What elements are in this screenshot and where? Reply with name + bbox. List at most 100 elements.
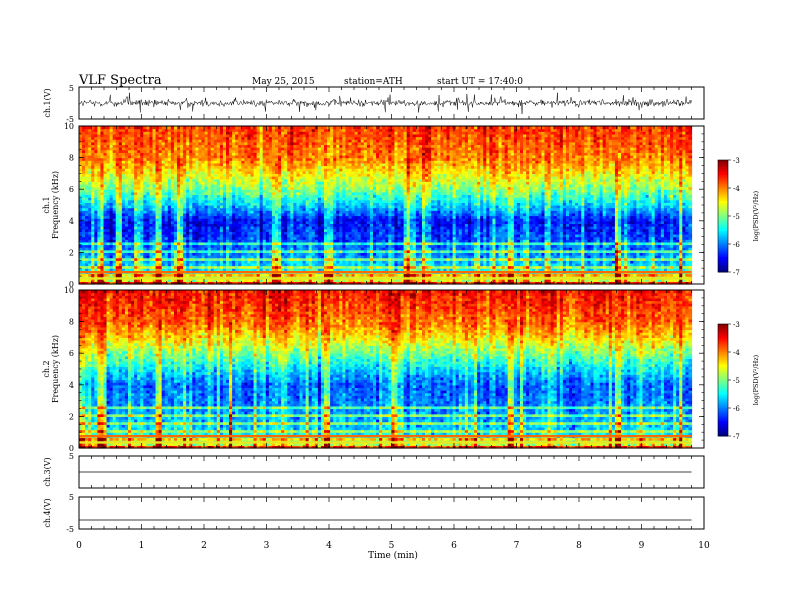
spectrogram-cell <box>140 181 144 185</box>
spectrogram-cell <box>124 194 129 198</box>
spectrogram-cell <box>232 176 236 180</box>
spectrogram-cell <box>88 157 92 161</box>
ch1-voltage-ylabel: ch.1(V) <box>43 88 52 117</box>
spectrogram-cell <box>259 157 264 161</box>
spectrogram-cell <box>241 126 245 130</box>
spectrogram-cell <box>253 191 258 196</box>
spectrogram-cell <box>256 252 261 256</box>
spectrogram-cell <box>250 139 255 143</box>
spectrogram-cell <box>195 233 200 238</box>
spectrogram-cell <box>82 133 86 138</box>
spectrogram-cell <box>259 189 264 193</box>
spectrogram-cell <box>124 223 129 227</box>
spectrogram-cell <box>241 228 245 232</box>
spectrogram-cell <box>195 189 200 193</box>
spectrogram-cell <box>226 260 230 264</box>
spectrogram-cell <box>97 226 102 230</box>
spectrogram-cell <box>207 181 212 185</box>
spectrogram-cell <box>195 244 200 248</box>
spectrogram-cell <box>201 231 206 235</box>
spectrogram-cell <box>155 168 160 172</box>
spectrogram-cell <box>131 223 135 227</box>
spectrogram-cell <box>232 257 236 261</box>
spectrogram-cell <box>186 152 190 156</box>
spectrogram-cell <box>195 249 200 253</box>
spectrogram-cell <box>232 220 236 225</box>
spectrogram-cell <box>97 191 102 196</box>
spectrogram-cell <box>170 181 175 185</box>
spectrogram-cell <box>256 194 261 198</box>
spectrogram-cell <box>103 131 108 135</box>
spectrogram-cell <box>94 186 98 190</box>
spectrogram-cell <box>250 189 255 193</box>
spectrogram-cell <box>121 144 126 148</box>
spectrogram-cell <box>222 249 227 253</box>
spectrogram-cell <box>238 149 242 153</box>
spectrogram-cell <box>155 257 160 261</box>
spectrogram-cell <box>222 183 227 188</box>
spectrogram-cell <box>149 241 154 246</box>
spectrogram-cell <box>241 218 245 222</box>
spectrogram-cell <box>238 194 242 198</box>
spectrogram-cell <box>115 252 120 256</box>
spectrogram-cell <box>91 136 95 140</box>
spectrogram-cell <box>106 128 111 132</box>
spectrogram-cell <box>222 199 227 203</box>
spectrogram-cell <box>256 239 261 243</box>
spectrogram-cell <box>241 247 245 251</box>
spectrogram-cell <box>82 197 86 201</box>
station-label: station=ATH <box>344 77 403 87</box>
spectrogram-cell <box>198 212 203 217</box>
spectrogram-cell <box>198 265 203 269</box>
spectrogram-cell <box>118 173 123 177</box>
spectrogram-cell <box>235 241 239 246</box>
spectrogram-cell <box>161 252 166 256</box>
spectrogram-cell <box>100 152 105 156</box>
spectrogram-cell <box>183 202 187 206</box>
spectrogram-cell <box>118 265 123 269</box>
spectrogram-cell <box>146 178 151 182</box>
spectrogram-cell <box>213 194 218 198</box>
spectrogram-cell <box>183 233 187 238</box>
spectrogram-cell <box>103 205 108 209</box>
spectrogram-cell <box>140 144 144 148</box>
spectrogram-cell <box>198 194 203 198</box>
spectrogram-cell <box>235 173 239 177</box>
spectrogram-cell <box>195 194 200 198</box>
spectrogram-cell <box>115 260 120 264</box>
spectrogram-cell <box>124 233 129 238</box>
spectrogram-cell <box>88 199 92 203</box>
spectrogram-cell <box>85 215 89 219</box>
spectrogram-cell <box>265 165 270 169</box>
spectrogram-cell <box>192 220 196 225</box>
spectrogram-cell <box>247 157 252 161</box>
spectrogram-cell <box>232 128 236 132</box>
spectrogram-cell <box>97 141 102 146</box>
spectrogram-cell <box>88 212 92 217</box>
spectrogram-cell <box>88 181 92 185</box>
spectrogram-cell <box>235 162 239 167</box>
spectrogram-cell <box>180 244 184 248</box>
spectrogram-cell <box>265 176 270 180</box>
spectrogram-cell <box>247 139 252 143</box>
spectrogram-cell <box>82 239 86 243</box>
spectrogram-cell <box>137 212 141 217</box>
spectrogram-cell <box>91 152 95 156</box>
spectrogram-cell <box>192 173 196 177</box>
spectrogram-cell <box>173 247 178 251</box>
spectrogram-cell <box>253 133 258 138</box>
spectrogram-cell <box>183 154 187 159</box>
spectrogram-cell <box>109 226 114 230</box>
spectrogram-cell <box>85 241 89 246</box>
spectrogram-cell <box>143 220 147 225</box>
spectrogram-cell <box>232 281 236 285</box>
spectrogram-cell <box>192 133 196 138</box>
spectrogram-cell <box>152 147 157 151</box>
spectrogram-cell <box>186 149 190 153</box>
spectrogram-cell <box>91 191 95 196</box>
spectrogram-cell <box>271 210 276 214</box>
spectrogram-cell <box>192 257 196 261</box>
spectrogram-cell <box>186 133 190 138</box>
spectrogram-cell <box>137 181 141 185</box>
spectrogram-cell <box>195 144 200 148</box>
